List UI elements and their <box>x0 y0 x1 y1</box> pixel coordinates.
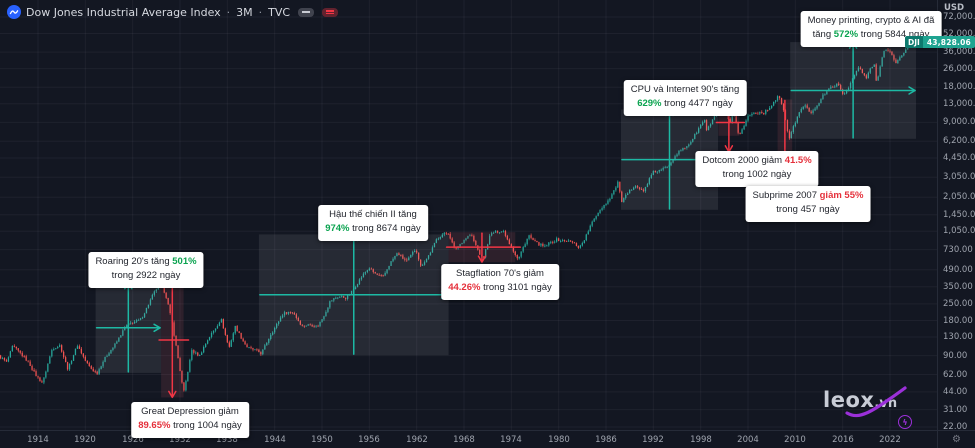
price-tick-label: 13,000.00 <box>943 99 975 109</box>
price-tick-label: 1,050.00 <box>943 226 975 236</box>
price-tick-label: 2,050.00 <box>943 192 975 202</box>
time-tick-label: 1950 <box>311 435 333 445</box>
event-label-postwar-boom[interactable]: Hậu thế chiến II tăng 974% trong 8674 ngà… <box>318 205 428 241</box>
interval-label[interactable]: 3M <box>236 5 253 19</box>
time-tick-label: 1968 <box>453 435 475 445</box>
event-label-great-depression[interactable]: Great Depression giảm 89.65% trong 1004 n… <box>131 402 249 438</box>
price-tick-label: 31.00 <box>943 405 968 415</box>
price-chart-canvas[interactable] <box>0 0 937 430</box>
price-tick-label: 9,000.00 <box>943 117 975 127</box>
price-tick-label: 4,450.00 <box>943 153 975 163</box>
event-label-roaring-20s[interactable]: Roaring 20's tăng 501% trong 2922 ngày <box>88 252 204 288</box>
exchange-label[interactable]: TVC <box>268 5 291 19</box>
time-tick-label: 2022 <box>879 435 901 445</box>
price-axis[interactable]: USD 72,000.00 52,000.00 36,000.00 26,000.00… <box>937 0 975 432</box>
price-tick-label: 250.00 <box>943 299 973 309</box>
price-tick-label: 350.00 <box>943 282 973 292</box>
time-tick-label: 1998 <box>690 435 712 445</box>
price-tick-label: 26,000.00 <box>943 64 975 74</box>
price-tick-label: 730.00 <box>943 245 973 255</box>
price-tick-label: 22.00 <box>943 422 968 432</box>
logo-swoosh-icon <box>845 386 907 418</box>
time-tick-label: 1932 <box>169 435 191 445</box>
lightning-icon: ϟ <box>898 415 912 429</box>
time-tick-label: 1944 <box>264 435 286 445</box>
time-axis[interactable]: 1914 1920 1926 1932 1938 1944 1950 1956 1962 1968… <box>0 430 937 448</box>
legend-toggle-pill[interactable] <box>298 7 315 17</box>
time-tick-label: 1974 <box>500 435 522 445</box>
event-label-subprime-2007[interactable]: Subprime 2007 giảm 55% trong 457 ngày <box>745 186 871 222</box>
price-tick-label: 1,450.00 <box>943 210 975 220</box>
price-tick-label: 180.00 <box>943 316 973 326</box>
symbol-title[interactable]: Dow Jones Industrial Average Index <box>26 5 221 19</box>
price-tick-label: 490.00 <box>943 265 973 275</box>
last-price-badge: DJI 43,828.06 <box>905 36 975 48</box>
price-tick-label: 3,050.00 <box>943 172 975 182</box>
symbol-legend[interactable]: Dow Jones Industrial Average Index · 3M … <box>7 5 339 19</box>
price-tick-label: 18,000.00 <box>943 82 975 92</box>
logo-text-x: x <box>860 388 875 412</box>
price-tick-label: 72,000.00 <box>943 12 975 22</box>
time-tick-label: 1980 <box>548 435 570 445</box>
time-tick-label: 1926 <box>122 435 144 445</box>
price-tick-label: 6,200.00 <box>943 136 975 146</box>
time-tick-label: 1956 <box>358 435 380 445</box>
event-label-dotcom-2000[interactable]: Dotcom 2000 giảm 41.5% trong 1002 ngày <box>695 151 819 187</box>
badge-symbol: DJI <box>905 36 923 48</box>
legend-separator: · <box>258 5 263 19</box>
price-tick-label: 90.00 <box>943 351 968 361</box>
price-tick-label: 130.00 <box>943 332 973 342</box>
time-tick-label: 2004 <box>737 435 759 445</box>
badge-price: 43,828.06 <box>922 36 975 48</box>
gear-icon[interactable]: ⚙ <box>952 433 961 445</box>
symbol-logo-icon <box>7 5 21 19</box>
time-tick-label: 1914 <box>27 435 49 445</box>
time-tick-label: 1938 <box>216 435 238 445</box>
price-tick-label: 52,000.00 <box>943 29 975 39</box>
event-label-stagflation-70s[interactable]: Stagflation 70's giảm 44.26% trong 3101 n… <box>441 264 559 300</box>
logo-text-left: leo <box>823 388 861 412</box>
price-tick-label: 62.00 <box>943 370 968 380</box>
axis-settings-corner[interactable]: ⚙ <box>937 430 975 448</box>
price-tick-label: 44.00 <box>943 387 968 397</box>
legend-alert-pill[interactable] <box>322 7 339 17</box>
price-axis-currency[interactable]: USD <box>944 3 965 13</box>
legend-separator: · <box>226 5 231 19</box>
time-tick-label: 2010 <box>784 435 806 445</box>
time-tick-label: 1920 <box>74 435 96 445</box>
time-tick-label: 1962 <box>406 435 428 445</box>
time-tick-label: 1986 <box>595 435 617 445</box>
price-tick-label: 36,000.00 <box>943 47 975 57</box>
time-tick-label: 1992 <box>642 435 664 445</box>
event-label-cpu-internet-90s[interactable]: CPU và Internet 90's tăng 629% trong 4477… <box>623 80 747 116</box>
time-tick-label: 2016 <box>832 435 854 445</box>
